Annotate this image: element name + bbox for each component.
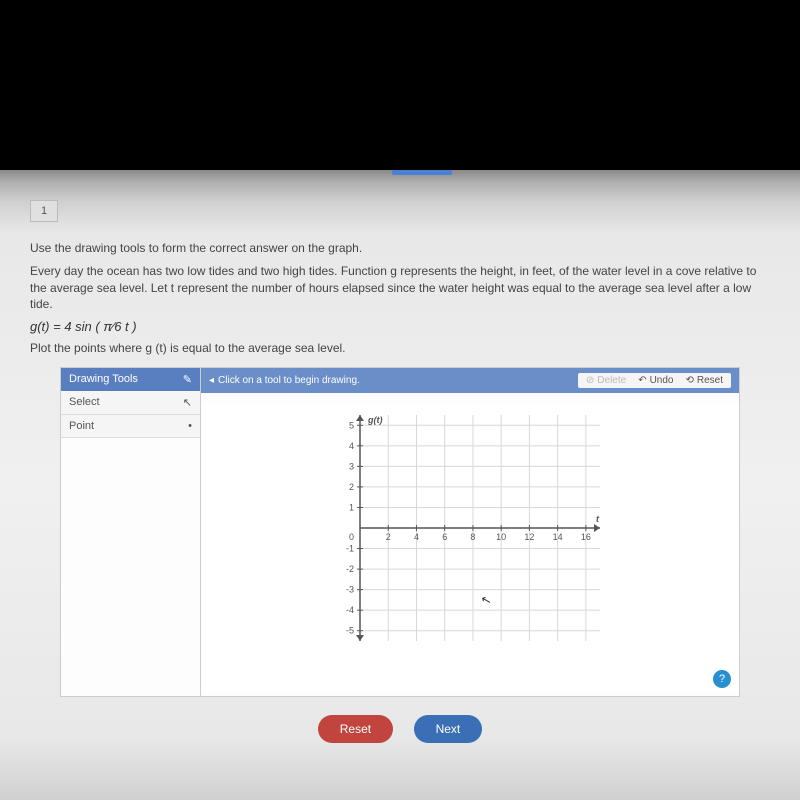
letterbox-top	[0, 0, 800, 170]
svg-text:2: 2	[386, 532, 391, 542]
cursor-icon: ↖	[183, 396, 192, 409]
help-button[interactable]: ?	[713, 670, 731, 688]
svg-text:g(t): g(t)	[367, 415, 383, 425]
svg-text:2: 2	[349, 482, 354, 492]
svg-text:14: 14	[553, 532, 563, 542]
next-button[interactable]: Next	[414, 715, 483, 743]
formula-text: g(t) = 4 sin ( π⁄6 t )	[30, 319, 770, 334]
delete-icon: ⊘	[586, 375, 594, 386]
graph-area[interactable]: 24681012141612345-1-2-3-4-50g(t)t ↖	[201, 403, 739, 693]
svg-text:10: 10	[496, 532, 506, 542]
tool-point[interactable]: Point •	[61, 415, 200, 438]
svg-text:12: 12	[524, 532, 534, 542]
reset-button[interactable]: Reset	[318, 715, 393, 743]
delete-button[interactable]: ⊘ Delete	[586, 375, 626, 386]
question-number-tab[interactable]: 1	[30, 200, 58, 222]
svg-text:t: t	[596, 514, 600, 524]
drawing-widget: Drawing Tools ✎ Select ↖ Point • ◂ Click…	[60, 367, 740, 697]
undo-icon: ↶	[638, 375, 646, 386]
tool-panel-header: Drawing Tools ✎	[61, 368, 200, 391]
reset-icon: ⟲	[685, 375, 693, 386]
svg-text:6: 6	[442, 532, 447, 542]
svg-text:1: 1	[349, 502, 354, 512]
pencil-icon: ✎	[183, 373, 192, 386]
coordinate-chart[interactable]: 24681012141612345-1-2-3-4-50g(t)t	[330, 403, 610, 653]
button-row: Reset Next	[0, 715, 800, 743]
svg-text:8: 8	[470, 532, 475, 542]
svg-text:16: 16	[581, 532, 591, 542]
problem-text: Every day the ocean has two low tides an…	[30, 263, 770, 313]
svg-text:-1: -1	[346, 544, 354, 554]
svg-text:5: 5	[349, 420, 354, 430]
svg-text:3: 3	[349, 461, 354, 471]
svg-text:-5: -5	[346, 626, 354, 636]
tool-panel-title: Drawing Tools	[69, 373, 138, 385]
svg-text:-3: -3	[346, 585, 354, 595]
point-icon: •	[188, 420, 192, 432]
undo-button[interactable]: ↶ Undo	[638, 375, 673, 386]
chevron-left-icon: ◂	[209, 375, 214, 386]
tool-select-label: Select	[69, 396, 100, 408]
svg-text:-4: -4	[346, 605, 354, 615]
tool-panel: Drawing Tools ✎ Select ↖ Point •	[61, 368, 201, 696]
browser-tab-fragment	[392, 170, 452, 175]
tool-point-label: Point	[69, 420, 94, 432]
hint-text: Click on a tool to begin drawing.	[218, 375, 360, 386]
page-content: 1 Use the drawing tools to form the corr…	[0, 170, 800, 800]
reset-tool-button[interactable]: ⟲ Reset	[685, 375, 723, 386]
svg-text:4: 4	[414, 532, 419, 542]
hint-bar: ◂ Click on a tool to begin drawing. ⊘ De…	[201, 368, 739, 393]
svg-text:-2: -2	[346, 564, 354, 574]
instruction-text: Use the drawing tools to form the correc…	[30, 240, 770, 257]
svg-text:4: 4	[349, 441, 354, 451]
svg-text:0: 0	[349, 532, 354, 542]
plot-instruction: Plot the points where g (t) is equal to …	[30, 340, 770, 357]
graph-panel: ◂ Click on a tool to begin drawing. ⊘ De…	[201, 368, 739, 696]
tool-select[interactable]: Select ↖	[61, 391, 200, 415]
